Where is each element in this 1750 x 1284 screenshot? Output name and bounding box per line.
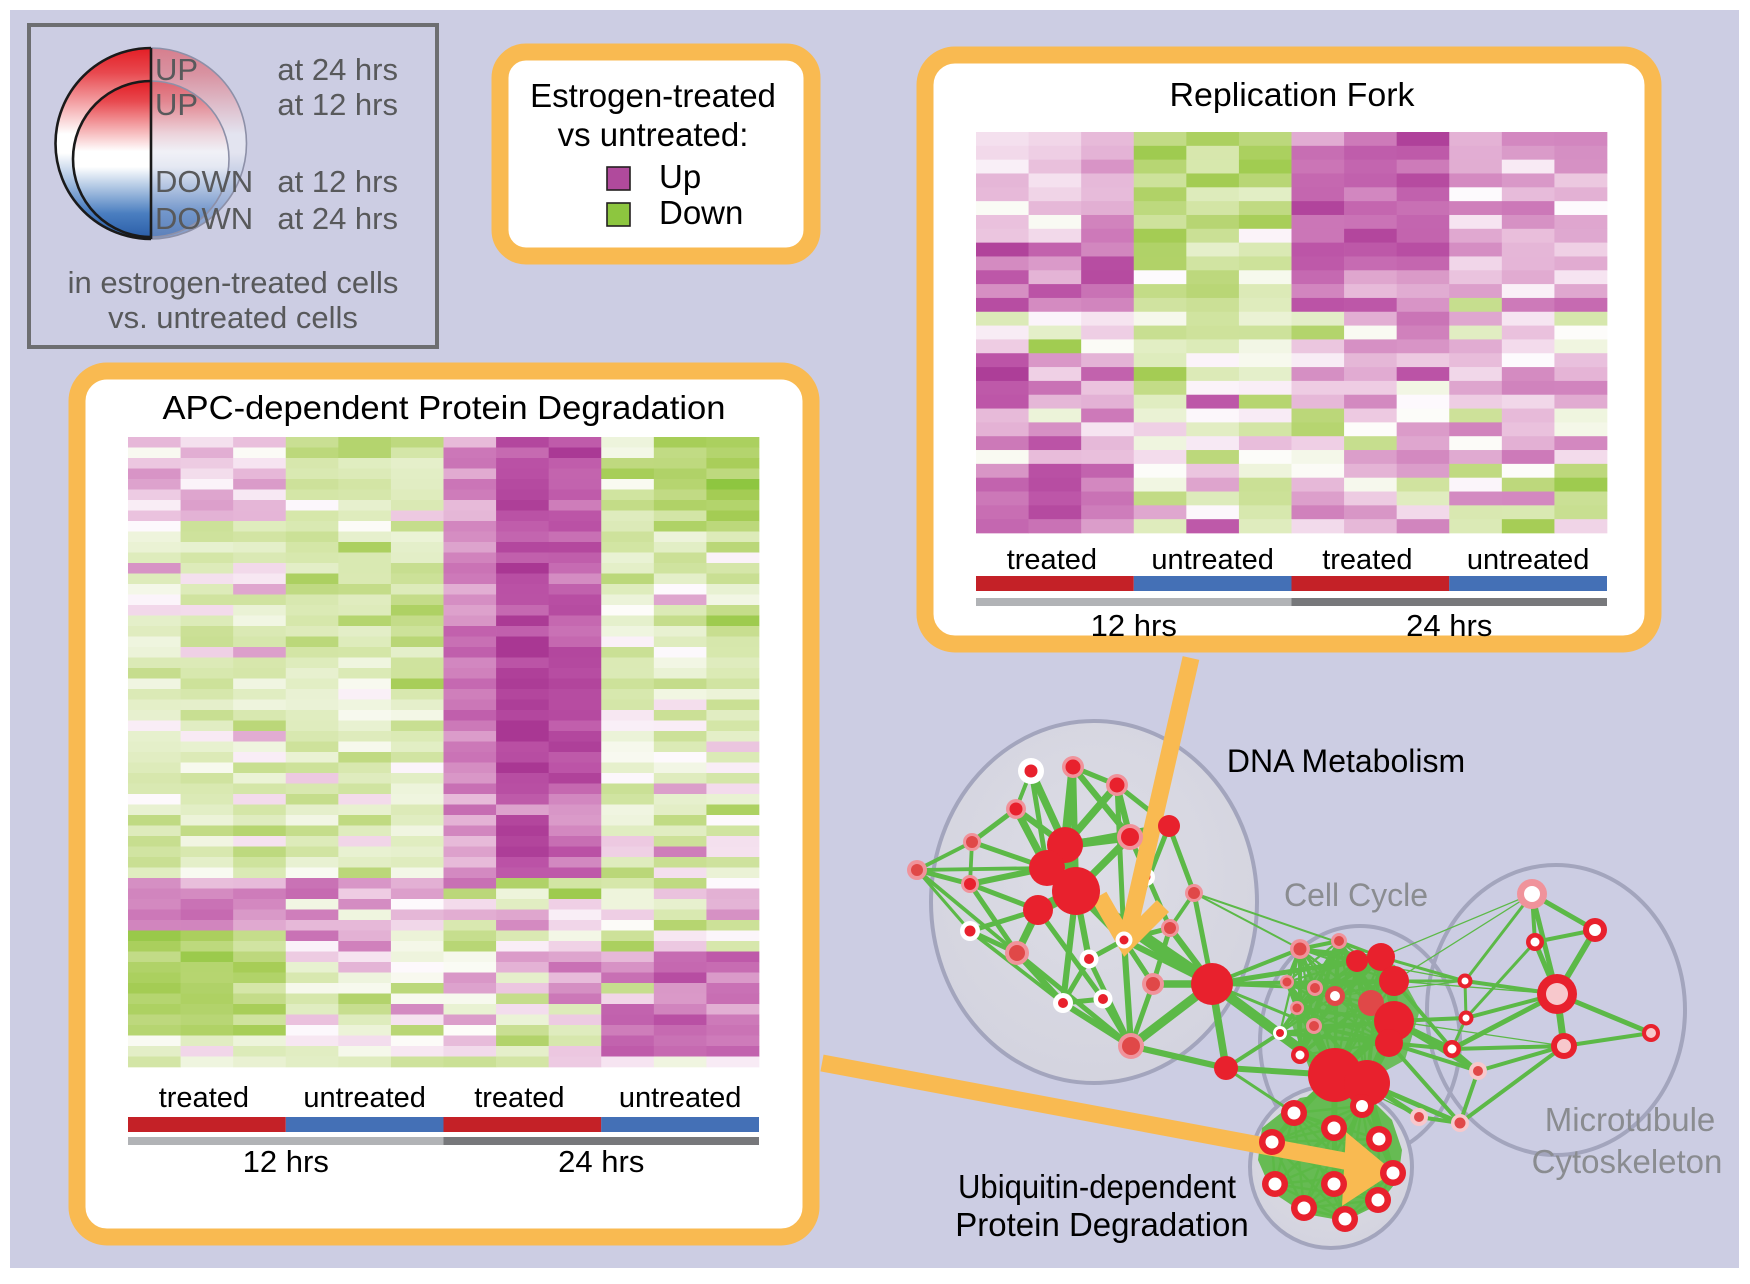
svg-text:Down: Down	[659, 194, 743, 231]
svg-text:untreated: untreated	[1467, 544, 1590, 576]
svg-text:untreated: untreated	[1151, 544, 1274, 576]
svg-text:treated: treated	[1007, 544, 1097, 576]
svg-text:12 hrs: 12 hrs	[1091, 608, 1177, 643]
svg-text:at 24 hrs: at 24 hrs	[277, 52, 398, 87]
svg-text:UP: UP	[155, 87, 198, 122]
svg-text:treated: treated	[159, 1082, 249, 1114]
svg-text:at 24 hrs: at 24 hrs	[277, 201, 398, 236]
svg-text:at 12 hrs: at 12 hrs	[277, 87, 398, 122]
svg-text:treated: treated	[474, 1082, 564, 1114]
svg-text:vs untreated:: vs untreated:	[558, 116, 749, 153]
svg-text:DNA Metabolism: DNA Metabolism	[1227, 743, 1465, 779]
svg-text:Cell Cycle: Cell Cycle	[1284, 877, 1428, 913]
svg-text:Up: Up	[659, 158, 701, 195]
svg-text:DOWN: DOWN	[155, 164, 253, 199]
svg-text:APC-dependent Protein Degradat: APC-dependent Protein Degradation	[163, 389, 726, 426]
svg-text:Replication Fork: Replication Fork	[1170, 76, 1416, 113]
svg-text:UP: UP	[155, 52, 198, 87]
svg-text:12 hrs: 12 hrs	[243, 1144, 329, 1179]
svg-text:Cytoskeleton: Cytoskeleton	[1532, 1143, 1723, 1180]
svg-text:Estrogen-treated: Estrogen-treated	[530, 77, 776, 114]
svg-text:at 12 hrs: at 12 hrs	[277, 164, 398, 199]
svg-text:untreated: untreated	[303, 1082, 426, 1114]
svg-text:24 hrs: 24 hrs	[558, 1144, 644, 1179]
svg-text:Ubiquitin-dependent: Ubiquitin-dependent	[958, 1168, 1236, 1205]
svg-text:in estrogen-treated cells: in estrogen-treated cells	[68, 265, 399, 300]
svg-text:vs. untreated cells: vs. untreated cells	[108, 300, 358, 335]
svg-text:treated: treated	[1322, 544, 1412, 576]
svg-text:Microtubule: Microtubule	[1545, 1101, 1716, 1138]
svg-text:Protein Degradation: Protein Degradation	[955, 1206, 1249, 1243]
svg-text:24 hrs: 24 hrs	[1406, 608, 1492, 643]
svg-text:untreated: untreated	[619, 1082, 742, 1114]
svg-text:DOWN: DOWN	[155, 201, 253, 236]
